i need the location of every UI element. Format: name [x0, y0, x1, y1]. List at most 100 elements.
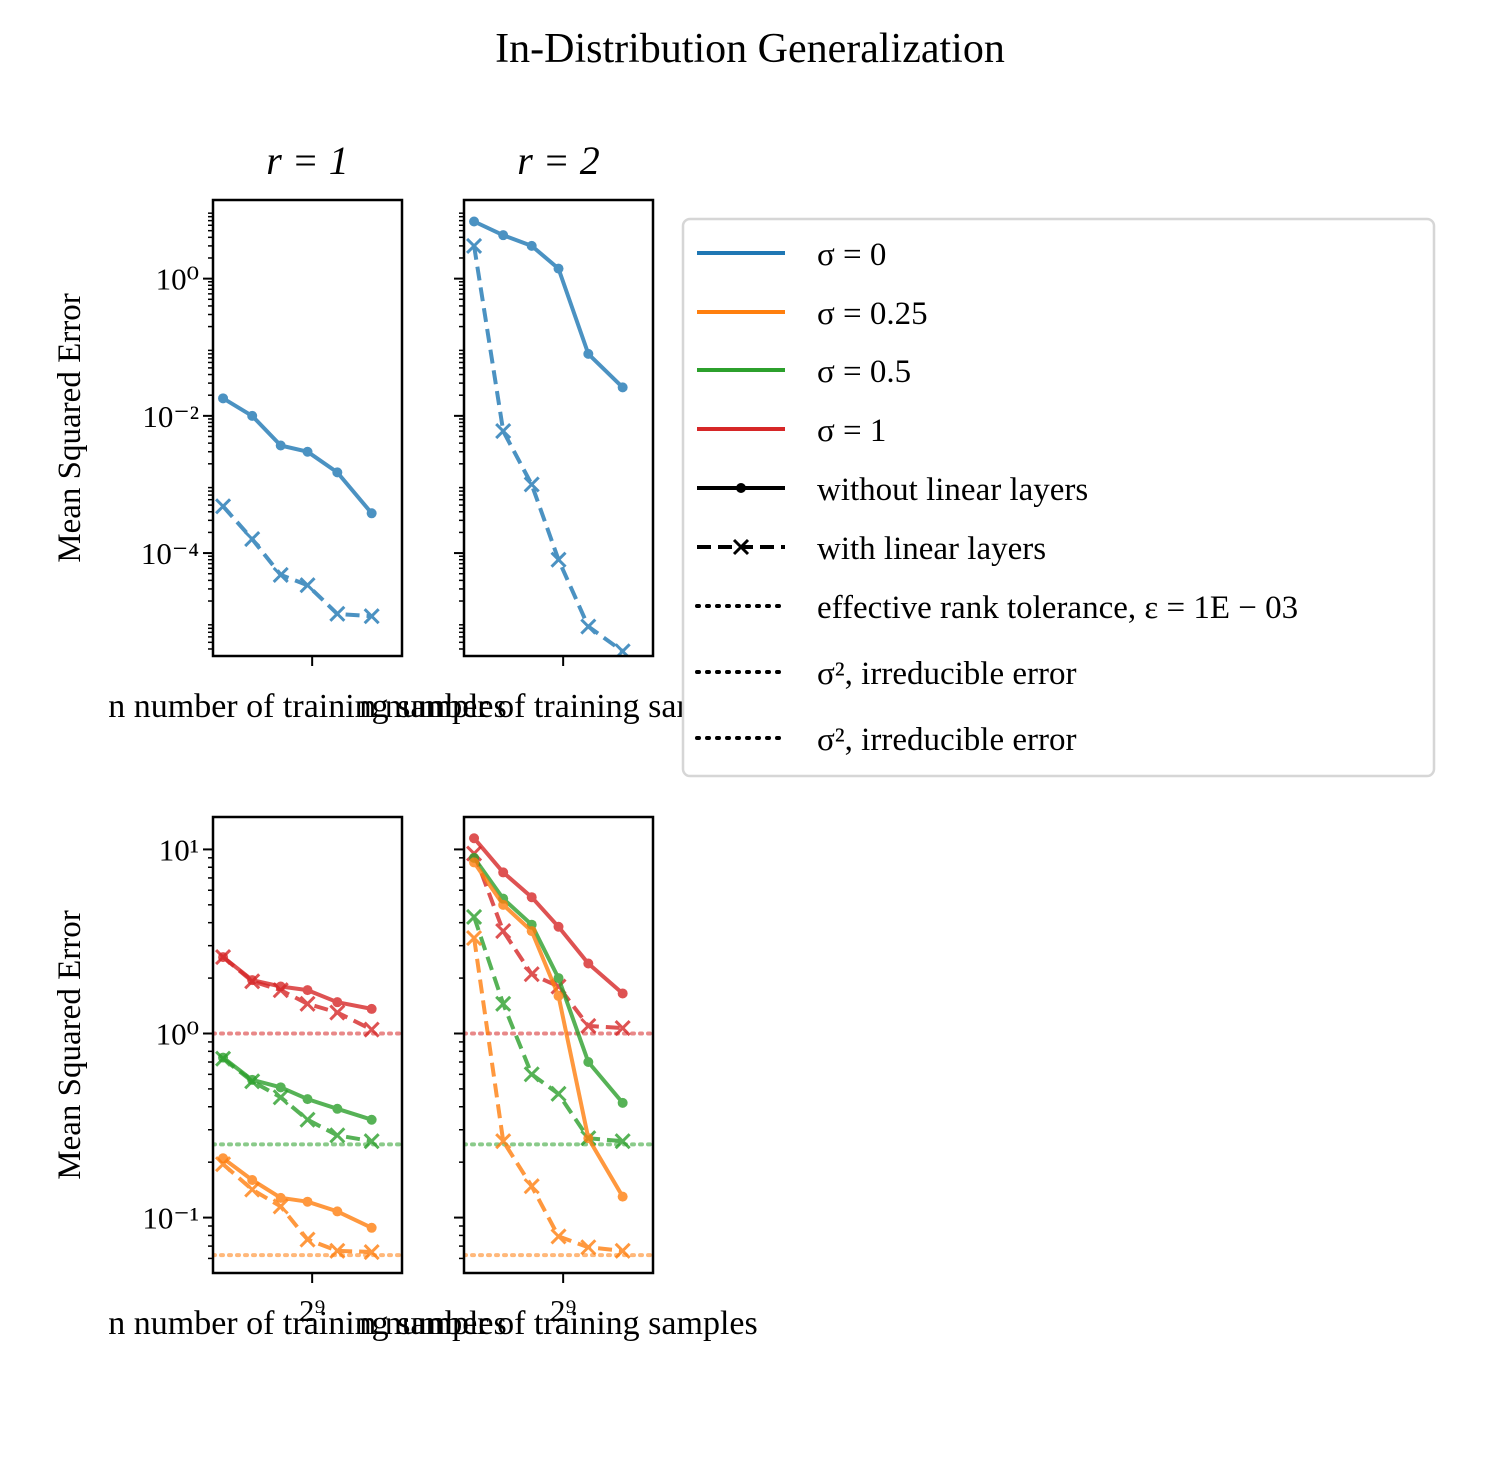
series-line: [472, 916, 623, 1144]
figure-title: In-Distribution Generalization: [495, 26, 1005, 72]
data-point: [495, 923, 512, 940]
x-axis-label: n number of training samples: [108, 1305, 506, 1342]
data-point: [495, 995, 512, 1012]
data-point: [617, 988, 628, 999]
y-tick-label: 10⁻¹: [142, 1201, 199, 1236]
series-without-linear-layers: [469, 857, 628, 1202]
data-point: [214, 498, 232, 515]
data-point: [550, 1228, 567, 1245]
series-with-linear-layers: [214, 1050, 380, 1150]
data-point: [465, 237, 483, 254]
data-point: [617, 1097, 628, 1108]
data-point: [329, 605, 346, 622]
series-with-linear-layers: [465, 845, 631, 1037]
axes-frame: [462, 198, 655, 658]
data-point: [550, 551, 567, 568]
data-point: [332, 1206, 343, 1217]
series-with-linear-layers: [214, 1156, 380, 1261]
legend-label: σ², irreducible error: [817, 722, 1076, 758]
axes-frame: [211, 815, 404, 1275]
data-point: [580, 1239, 597, 1256]
series-without-linear-layers: [218, 1153, 377, 1233]
legend-marker: [732, 538, 750, 556]
data-point: [366, 1222, 377, 1233]
y-tick-label: 10⁻²: [142, 399, 199, 434]
data-point: [214, 1156, 232, 1173]
data-point: [614, 1242, 631, 1259]
series-without-linear-layers: [469, 833, 628, 999]
data-point: [302, 1094, 313, 1105]
data-point: [523, 476, 540, 493]
data-point: [614, 1020, 631, 1037]
legend-entry: σ = 0.25: [697, 296, 928, 332]
data-point: [553, 973, 564, 984]
legend-label: σ = 0.25: [817, 296, 928, 332]
data-point: [495, 1133, 512, 1150]
series-without-linear-layers: [218, 393, 377, 519]
panel-1: 10⁰ 10⁻² 10⁻⁴ r = 1 Mean Squared Error n numb…: [52, 138, 507, 725]
legend-label: σ = 1: [817, 413, 886, 449]
legend-entry: σ², irreducible error: [695, 722, 1076, 758]
data-point: [275, 440, 286, 451]
series-line: [472, 245, 624, 653]
series-line: [472, 937, 623, 1253]
data-point: [332, 1103, 343, 1114]
data-point: [218, 393, 229, 404]
data-point: [214, 949, 232, 966]
series-line: [472, 856, 625, 1105]
data-point: [275, 1192, 286, 1203]
series-line: [473, 219, 625, 389]
y-tick-label: 10⁰: [156, 1017, 199, 1052]
series-without-linear-layers: [469, 216, 628, 393]
data-point: [366, 1114, 377, 1125]
panel-4: 2⁹n number of training samples: [359, 815, 758, 1342]
series-line: [221, 955, 373, 1032]
y-tick-label: 10⁰: [156, 262, 199, 297]
data-point: [366, 1003, 377, 1014]
data-point: [465, 908, 483, 925]
data-point: [302, 1196, 313, 1207]
data-point: [247, 1175, 258, 1186]
data-point: [550, 1085, 567, 1102]
panel-title: r = 1: [266, 138, 349, 183]
data-point: [272, 1198, 289, 1215]
data-point: [526, 926, 537, 937]
series-with-linear-layers: [214, 498, 380, 625]
plot-area: [214, 393, 380, 625]
data-point: [617, 382, 628, 393]
series-with-linear-layers: [214, 949, 380, 1038]
data-point: [523, 1066, 540, 1083]
data-point: [469, 216, 480, 227]
series-line: [221, 1156, 373, 1230]
series-with-linear-layers: [465, 237, 631, 656]
x-axis-label: n number of training samples: [359, 1305, 757, 1342]
data-point: [495, 423, 512, 440]
data-point: [244, 1181, 261, 1198]
series-line: [221, 1057, 373, 1144]
data-point: [247, 410, 258, 421]
legend-label: σ², irreducible error: [817, 656, 1076, 692]
data-point: [498, 867, 509, 878]
data-point: [244, 1073, 261, 1090]
data-point: [469, 857, 480, 868]
legend-entry: σ = 0.5: [697, 354, 911, 390]
data-point: [363, 1021, 380, 1038]
data-point: [498, 230, 509, 241]
x-tick-label: 2⁹: [299, 1293, 325, 1328]
data-point: [363, 608, 380, 625]
series-with-linear-layers: [465, 929, 631, 1259]
data-point: [553, 921, 564, 932]
legend-entry: without linear layers: [697, 472, 1088, 508]
legend-label: σ = 0: [817, 237, 886, 273]
data-point: [332, 467, 343, 478]
data-point: [523, 1178, 540, 1195]
series-line: [472, 861, 625, 1198]
data-point: [523, 966, 540, 983]
data-point: [465, 929, 483, 947]
data-point: [272, 1089, 289, 1106]
axes-frame: [211, 198, 404, 658]
plot-area: [213, 949, 402, 1261]
data-point: [329, 1004, 346, 1021]
data-point: [214, 1050, 232, 1067]
